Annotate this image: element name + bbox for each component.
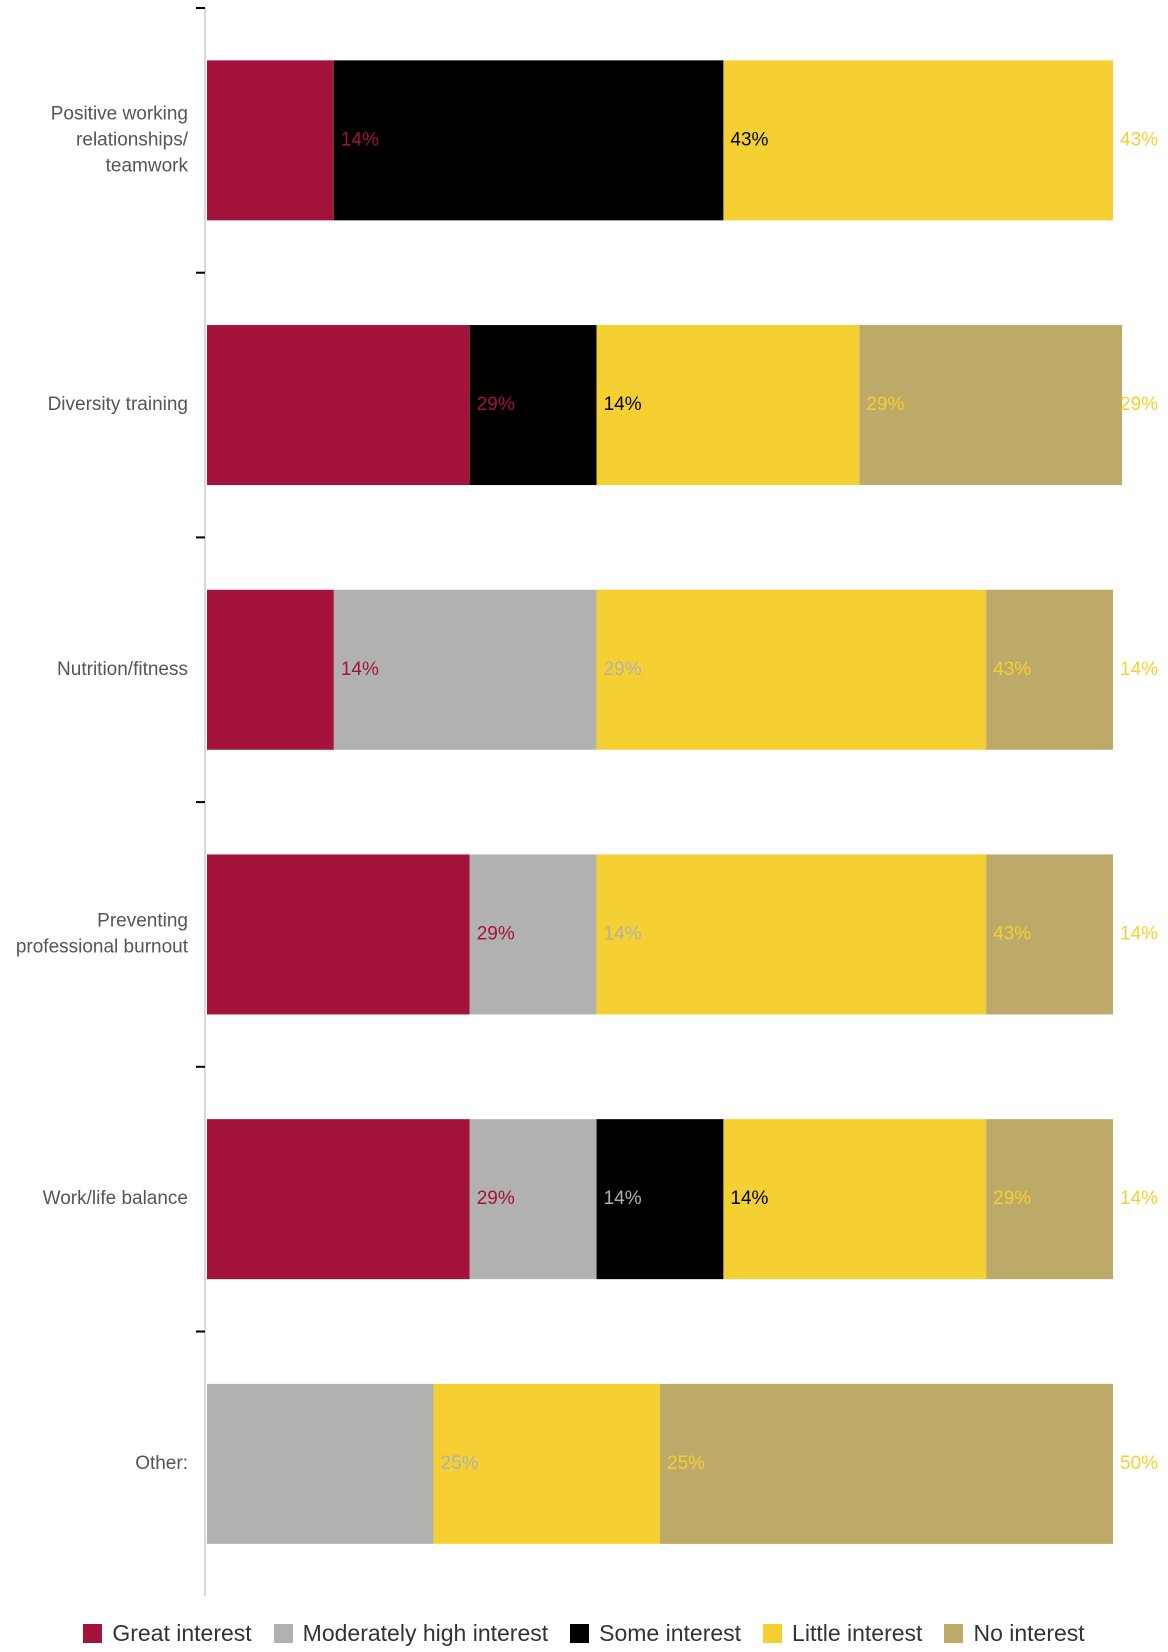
bar-segment-no-interest: [660, 1383, 1113, 1544]
bar-segment-moderately-high-interest: [333, 589, 597, 750]
bar-segment-little-interest: [596, 854, 987, 1015]
category-label: Nutrition/fitness: [57, 659, 188, 680]
bar-segment-moderately-high-interest: [469, 854, 597, 1015]
legend-swatch: [944, 1623, 964, 1643]
value-label: 29%: [993, 1188, 1031, 1209]
bar-segment-no-interest: [986, 589, 1113, 750]
value-label: 29%: [477, 1188, 515, 1209]
value-label: 14%: [604, 923, 642, 944]
value-label: 43%: [993, 923, 1031, 944]
bar-segment-great-interest: [207, 1119, 470, 1280]
legend-label: Little interest: [792, 1619, 923, 1646]
legend-item: No interest: [944, 1619, 1085, 1647]
legend-label: Great interest: [112, 1619, 252, 1646]
value-label: 43%: [993, 659, 1031, 680]
bar-segment-no-interest: [859, 325, 1123, 486]
value-label: 43%: [730, 129, 768, 150]
legend-item: Little interest: [763, 1620, 922, 1647]
bar-segment-little-interest: [723, 60, 1113, 221]
category-label: Other:: [135, 1453, 188, 1474]
value-label: 29%: [477, 394, 515, 415]
bar-segment-great-interest: [207, 589, 334, 750]
bar-segment-no-interest: [986, 854, 1113, 1015]
bar-segment-moderately-high-interest: [469, 1119, 597, 1280]
legend-swatch: [763, 1623, 783, 1643]
legend-label: No interest: [973, 1619, 1085, 1646]
bar-segment-little-interest: [433, 1383, 660, 1544]
value-label: 14%: [341, 659, 379, 680]
legend-item: Great interest: [83, 1619, 252, 1647]
value-label: 29%: [604, 659, 642, 680]
value-label: 25%: [441, 1453, 479, 1474]
legend-swatch: [273, 1623, 293, 1643]
bar-segment-some-interest: [333, 60, 724, 221]
value-label: 14%: [730, 1188, 768, 1209]
bar-segment-little-interest: [723, 1119, 987, 1280]
legend-swatch: [83, 1623, 103, 1643]
bars: [207, 60, 1123, 1544]
legend-swatch: [570, 1623, 590, 1643]
category-labels: Positive working relationships/teamwork Di…: [16, 103, 189, 1474]
y-axis-ticks: [196, 7, 205, 1333]
legend-item: Moderately high interest: [273, 1619, 549, 1647]
bar-segment-great-interest: [207, 854, 470, 1015]
legend-item: Some interest: [570, 1620, 741, 1647]
bar-segment-no-interest: [986, 1119, 1113, 1280]
value-label: 14%: [604, 394, 642, 415]
value-label: 14%: [1120, 923, 1158, 944]
legend: Great interest Moderately high interest So…: [0, 1616, 1168, 1650]
bar-segment-little-interest: [596, 589, 987, 750]
value-label: 43%: [1120, 129, 1158, 150]
bar-segment-great-interest: [207, 60, 334, 221]
category-label: Work/life balance: [43, 1188, 188, 1209]
value-label: 25%: [667, 1453, 705, 1474]
bar-segment-some-interest: [469, 325, 597, 486]
value-label: 14%: [341, 129, 379, 150]
category-label: Positive working relationships/teamwork: [51, 103, 189, 176]
value-label: 29%: [1120, 394, 1158, 415]
stacked-bar-chart: Positive working relationships/teamwork Di…: [16, 7, 1158, 1596]
value-label: 29%: [866, 394, 904, 415]
value-label: 14%: [604, 1188, 642, 1209]
bar-segment-great-interest: [207, 325, 470, 486]
value-label: 14%: [1120, 659, 1158, 680]
legend-label: Some interest: [599, 1619, 742, 1646]
category-label: Preventing professional burnout: [16, 910, 189, 957]
legend-label: Moderately high interest: [302, 1619, 549, 1646]
bar-segment-some-interest: [596, 1119, 724, 1280]
category-label: Diversity training: [48, 394, 188, 415]
value-labels: 14% 43% 43% 29% 14% 29% 29% 14% 29% 43% 14% 29% 14% 4…: [341, 129, 1158, 1474]
value-label: 29%: [477, 923, 515, 944]
value-label: 50%: [1120, 1453, 1158, 1474]
value-label: 14%: [1120, 1188, 1158, 1209]
bar-segment-moderately-high-interest: [207, 1383, 434, 1544]
bar-segment-little-interest: [596, 325, 860, 486]
